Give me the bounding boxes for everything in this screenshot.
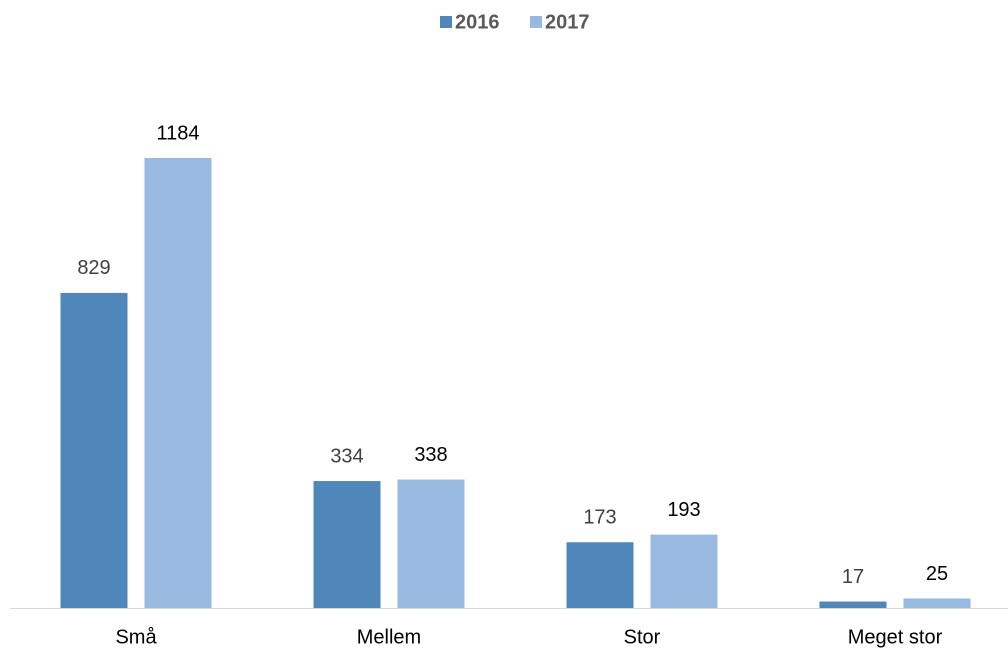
- legend-swatch: [530, 16, 542, 28]
- bar: [903, 598, 971, 608]
- value-label: 17: [842, 566, 864, 588]
- x-tick-label: Meget stor: [848, 626, 943, 648]
- bar: [144, 158, 212, 608]
- value-label: 338: [414, 444, 447, 466]
- value-label: 1184: [156, 122, 199, 144]
- value-label: 334: [330, 445, 363, 467]
- legend: 2016 2017: [440, 11, 590, 33]
- legend-label: 2017: [545, 11, 590, 33]
- bar: [819, 601, 887, 608]
- bar: [313, 481, 381, 608]
- bar: [650, 534, 718, 608]
- x-tick-label: Mellem: [357, 626, 421, 648]
- bar: [566, 542, 634, 608]
- legend-label: 2016: [455, 11, 500, 33]
- value-label: 173: [583, 507, 616, 529]
- value-label: 193: [667, 499, 700, 521]
- legend-swatch: [440, 16, 452, 28]
- x-tick-label: Små: [115, 626, 157, 648]
- bar: [60, 292, 128, 608]
- x-tick-label: Stor: [624, 626, 661, 648]
- bar: [397, 479, 465, 608]
- value-label: 829: [77, 257, 110, 279]
- value-label: 25: [926, 563, 948, 585]
